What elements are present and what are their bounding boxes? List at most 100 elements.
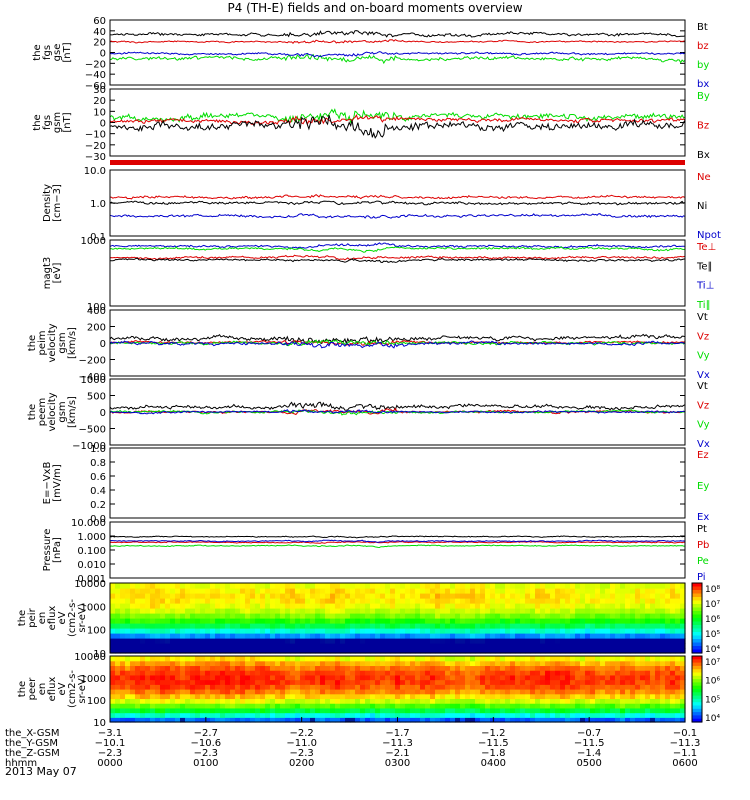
heatmap-cell (535, 583, 541, 589)
heatmap-cell (200, 660, 206, 667)
heatmap-cell (370, 660, 376, 667)
heatmap-cell (405, 703, 411, 709)
heatmap-cell (390, 633, 396, 639)
heatmap-cell (195, 693, 201, 700)
heatmap-cell (610, 717, 616, 723)
heatmap-cell (590, 670, 596, 676)
heatmap-cell (265, 623, 271, 629)
heatmap-cell (625, 703, 631, 709)
heatmap-cell (285, 693, 291, 700)
heatmap-cell (130, 670, 136, 676)
heatmap-cell (245, 598, 251, 604)
heatmap-cell (430, 693, 436, 700)
xaxis-value: −10.6 (191, 738, 222, 749)
heatmap-cell (285, 613, 291, 619)
heatmap-cell (410, 717, 416, 723)
heatmap-cell (490, 684, 496, 690)
heatmap-cell (630, 588, 636, 594)
heatmap-cell (485, 593, 491, 599)
heatmap-cell (335, 628, 341, 634)
heatmap-cell (310, 643, 316, 649)
heatmap-cell (345, 712, 351, 718)
heatmap-cell (485, 618, 491, 624)
heatmap-cell (390, 698, 396, 704)
heatmap-cell (300, 593, 306, 599)
heatmap-cell (300, 665, 306, 671)
heatmap-cell (235, 648, 241, 654)
heatmap-cell (490, 674, 496, 681)
heatmap-cell (230, 588, 236, 594)
heatmap-cell (135, 693, 141, 700)
heatmap-cell (535, 679, 541, 685)
heatmap-cell (670, 707, 676, 714)
heatmap-cell (430, 712, 436, 718)
heatmap-cell (465, 665, 471, 671)
heatmap-cell (430, 670, 436, 676)
heatmap-cell (615, 648, 621, 654)
heatmap-cell (515, 693, 521, 700)
heatmap-cell (595, 698, 601, 704)
heatmap-cell (160, 613, 166, 619)
ytick-label: 400 (87, 306, 106, 317)
heatmap-cell (115, 633, 121, 639)
heatmap-cell (370, 583, 376, 589)
heatmap-cell (160, 643, 166, 649)
heatmap-cell (510, 703, 516, 709)
heatmap-cell (440, 588, 446, 594)
heatmap-cell (620, 638, 626, 644)
heatmap-cell (645, 633, 651, 639)
heatmap-cell (380, 679, 386, 685)
heatmap-cell (580, 633, 586, 639)
heatmap-cell (660, 608, 666, 614)
heatmap-cell (285, 618, 291, 624)
heatmap-cell (640, 588, 646, 594)
heatmap-cell (335, 638, 341, 644)
heatmap-cell (400, 598, 406, 604)
heatmap-cell (180, 633, 186, 639)
heatmap-cell (570, 689, 576, 695)
heatmap-cell (560, 588, 566, 594)
heatmap-cell (210, 618, 216, 624)
heatmap-cell (345, 684, 351, 690)
heatmap-cell (445, 656, 451, 662)
heatmap-cell (560, 703, 566, 709)
legend-entry: Ez (697, 450, 709, 461)
heatmap-cell (445, 712, 451, 718)
heatmap-cell (380, 613, 386, 619)
heatmap-cell (485, 684, 491, 690)
heatmap-cell (115, 689, 121, 695)
heatmap-cell (390, 703, 396, 709)
heatmap-cell (520, 643, 526, 649)
heatmap-cell (670, 623, 676, 629)
heatmap-cell (110, 608, 116, 614)
heatmap-cell (350, 703, 356, 709)
heatmap-cell (170, 665, 176, 671)
heatmap-cell (175, 698, 181, 704)
heatmap-cell (325, 593, 331, 599)
heatmap-cell (150, 608, 156, 614)
heatmap-cell (535, 674, 541, 681)
heatmap-cell (255, 707, 261, 714)
heatmap-cell (240, 665, 246, 671)
heatmap-cell (390, 608, 396, 614)
heatmap-cell (680, 613, 686, 619)
heatmap-cell (670, 698, 676, 704)
heatmap-cell (635, 660, 641, 667)
heatmap-cell (205, 656, 211, 662)
heatmap-cell (680, 588, 686, 594)
heatmap-cell (645, 648, 651, 654)
heatmap-cell (560, 684, 566, 690)
heatmap-cell (285, 707, 291, 714)
legend-entry: Ti⊥ (696, 281, 714, 292)
heatmap-cell (410, 712, 416, 718)
heatmap-cell (510, 674, 516, 681)
heatmap-cell (435, 698, 441, 704)
heatmap-cell (555, 693, 561, 700)
heatmap-cell (570, 684, 576, 690)
heatmap-cell (500, 643, 506, 649)
heatmap-cell (505, 670, 511, 676)
heatmap-cell (405, 707, 411, 714)
heatmap-cell (295, 670, 301, 676)
